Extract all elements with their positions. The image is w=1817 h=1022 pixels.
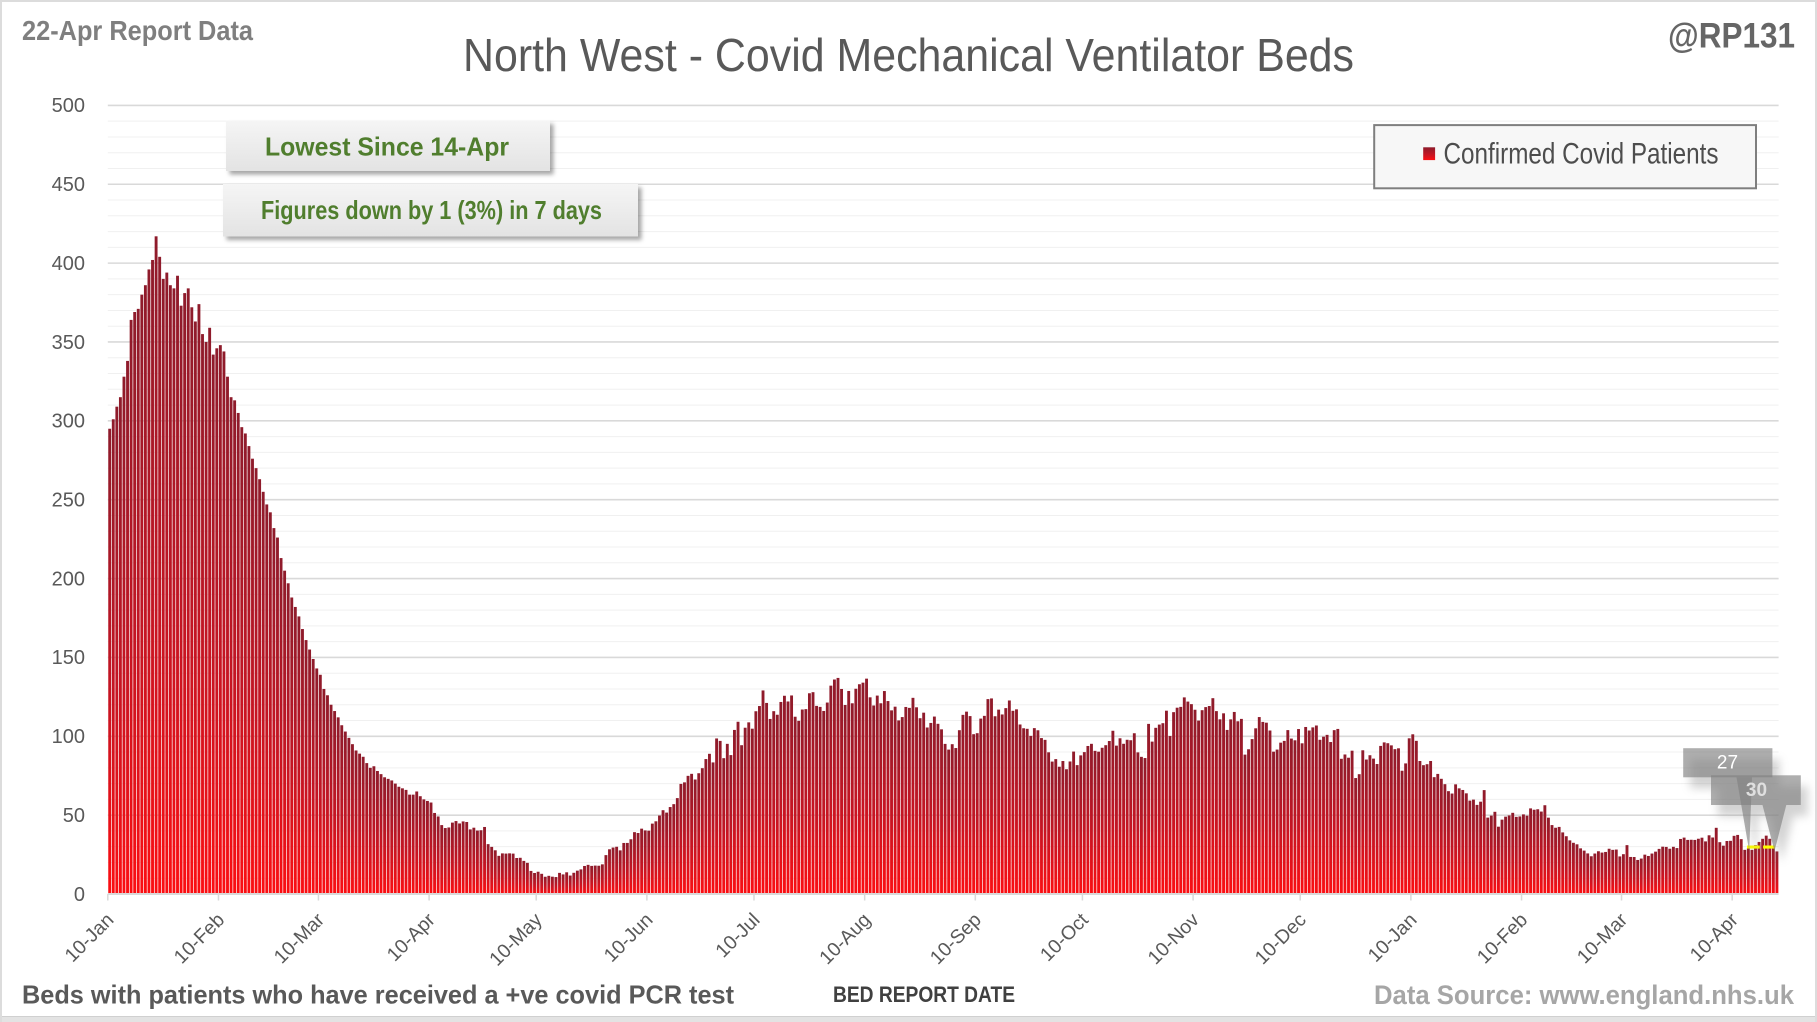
svg-text:10-May: 10-May [485, 909, 547, 971]
svg-text:100: 100 [52, 726, 85, 748]
svg-text:@RP131: @RP131 [1668, 17, 1795, 56]
svg-text:Confirmed Covid Patients: Confirmed Covid Patients [1444, 138, 1719, 171]
svg-text:10-Jun: 10-Jun [600, 909, 658, 967]
svg-text:450: 450 [52, 174, 85, 196]
svg-text:22-Apr Report Data: 22-Apr Report Data [22, 15, 253, 46]
svg-text:Data Source: www.england.nhs.u: Data Source: www.england.nhs.uk [1374, 980, 1795, 1010]
svg-text:10-Aug: 10-Aug [815, 909, 875, 969]
svg-text:10-Mar: 10-Mar [270, 909, 330, 969]
svg-text:500: 500 [52, 95, 85, 117]
svg-text:North West - Covid Mechanical: North West - Covid Mechanical Ventilator… [463, 29, 1354, 81]
svg-text:30: 30 [1746, 780, 1767, 801]
svg-text:10-Sep: 10-Sep [926, 909, 986, 969]
svg-text:10-Jan: 10-Jan [61, 909, 119, 967]
svg-text:10-Dec: 10-Dec [1251, 909, 1311, 969]
svg-text:300: 300 [52, 411, 85, 433]
svg-text:10-Mar: 10-Mar [1573, 909, 1633, 969]
svg-text:0: 0 [74, 884, 85, 906]
svg-text:50: 50 [63, 805, 85, 827]
svg-text:BED REPORT DATE: BED REPORT DATE [833, 982, 1015, 1007]
svg-text:10-Oct: 10-Oct [1036, 909, 1093, 966]
svg-text:10-Apr: 10-Apr [1686, 909, 1743, 966]
svg-text:150: 150 [52, 647, 85, 669]
svg-text:10-Feb: 10-Feb [1473, 909, 1532, 968]
svg-text:10-Nov: 10-Nov [1144, 909, 1204, 969]
svg-text:Beds with patients who have re: Beds with patients who have received a +… [22, 980, 734, 1010]
svg-text:Figures down by 1 (3%) in 7 da: Figures down by 1 (3%) in 7 days [261, 195, 602, 225]
svg-text:200: 200 [52, 568, 85, 590]
svg-text:Lowest Since 14-Apr: Lowest Since 14-Apr [265, 132, 509, 162]
svg-text:27: 27 [1717, 753, 1738, 774]
svg-text:400: 400 [52, 253, 85, 275]
svg-text:10-Jan: 10-Jan [1364, 909, 1422, 967]
svg-text:10-Jul: 10-Jul [711, 909, 764, 962]
svg-text:250: 250 [52, 490, 85, 512]
svg-text:350: 350 [52, 332, 85, 354]
svg-text:10-Feb: 10-Feb [170, 909, 229, 968]
svg-text:10-Apr: 10-Apr [383, 909, 440, 966]
